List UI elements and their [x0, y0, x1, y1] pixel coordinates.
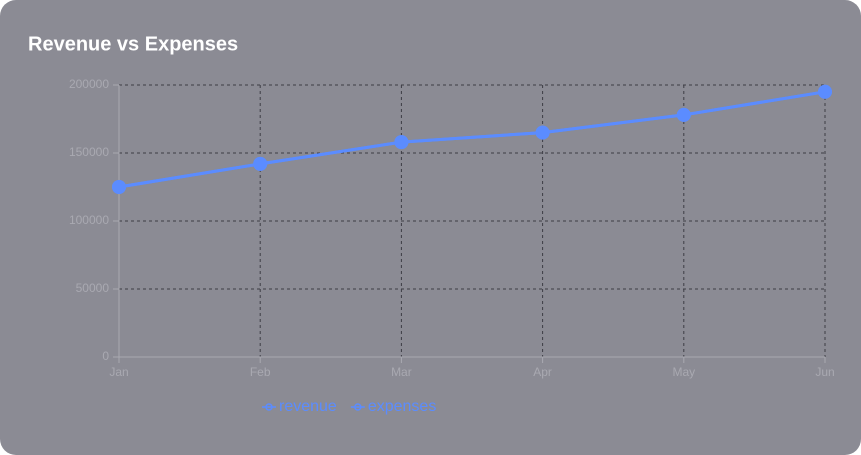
series-line — [118, 90, 826, 189]
x-tick-label: Apr — [533, 365, 552, 379]
data-point — [394, 135, 409, 150]
y-tick-label: 150000 — [69, 145, 109, 159]
data-point — [818, 84, 832, 99]
series-line — [118, 90, 826, 189]
legend-label: revenue — [279, 398, 337, 415]
y-tick-label: 0 — [102, 349, 109, 363]
x-tick-label: Feb — [250, 365, 271, 379]
legend-swatch-dot — [265, 403, 273, 411]
x-tick-label: Jun — [815, 365, 834, 379]
y-tick-label: 100000 — [69, 213, 109, 227]
legend-swatch-dot — [354, 403, 362, 411]
x-tick-label: May — [672, 365, 695, 379]
data-point — [112, 180, 126, 194]
data-point — [676, 107, 691, 122]
legend: revenue expenses — [262, 398, 436, 415]
data-point — [253, 156, 268, 171]
legend-label: expenses — [368, 398, 437, 415]
x-tick-label: Jan — [109, 365, 128, 379]
chart-title: Revenue vs Expenses — [28, 33, 238, 55]
y-tick-label: 50000 — [76, 281, 110, 295]
x-tick-label: Mar — [391, 365, 412, 379]
y-tick-label: 200000 — [69, 77, 109, 91]
data-point — [535, 125, 550, 140]
